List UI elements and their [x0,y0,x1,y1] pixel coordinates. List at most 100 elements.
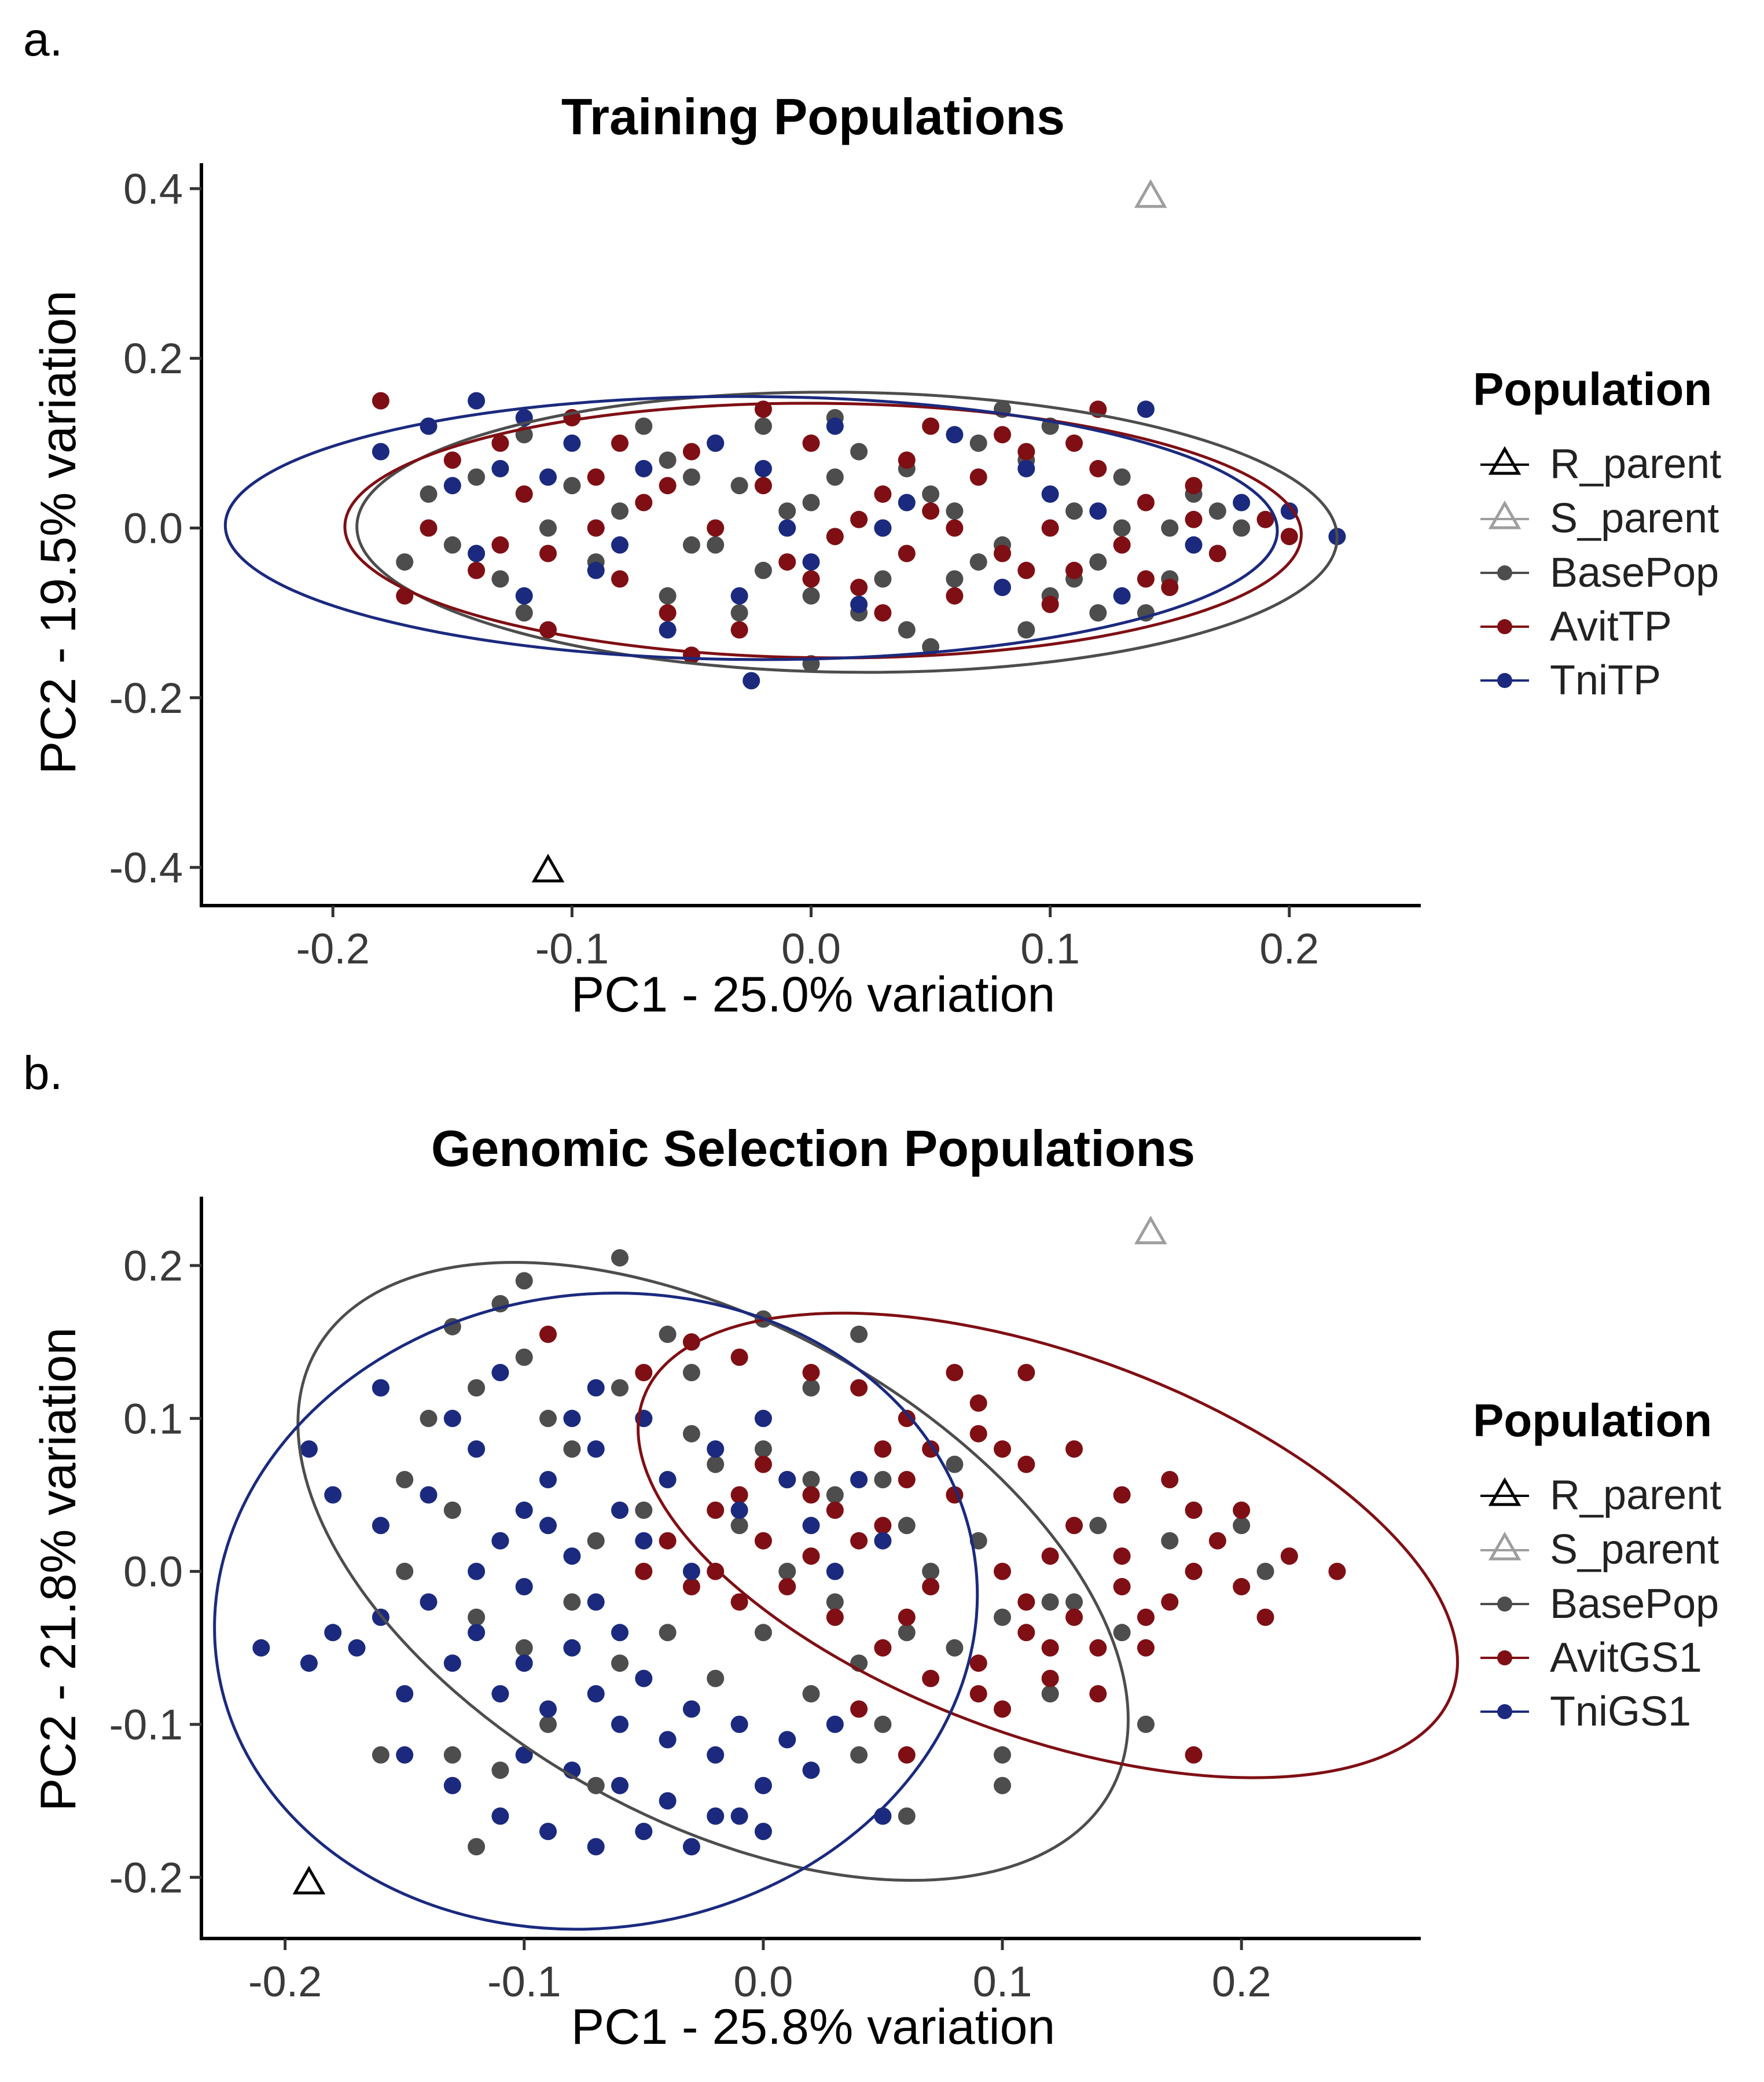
point-tnitp [707,434,725,452]
ellipse-basepop [355,391,1339,674]
point-tnigs1 [563,1410,581,1428]
point-tnigs1 [515,1746,533,1764]
point-tnigs1 [539,1517,557,1535]
point-basepop [802,1685,820,1703]
legend-dot-icon [1497,565,1512,580]
point-tnitp [1233,494,1251,512]
point-avittp [1137,570,1155,588]
panel-b-parents [292,1215,1167,1895]
point-tnigs1 [635,1823,653,1840]
point-basepop [491,1761,509,1779]
point-tnigs1 [754,1823,772,1840]
point-basepop [754,1624,772,1642]
point-basepop [1161,1532,1179,1550]
point-basepop [420,1410,438,1428]
point-avittp [1137,494,1155,512]
x-tick-label: -0.2 [296,925,370,973]
point-tnigs1 [611,1776,629,1794]
point-tnigs1 [539,1700,557,1718]
point-avittp [898,451,916,469]
point-tnigs1 [802,1761,820,1779]
point-basepop [969,434,987,452]
point-tnigs1 [826,1715,844,1733]
point-basepop [994,1608,1011,1626]
panel-a-title: Training Populations [561,88,1065,145]
point-tnigs1 [707,1746,725,1764]
point-basepop [898,1517,916,1535]
point-avitgs1 [969,1394,987,1412]
point-tnitp [1280,502,1298,520]
point-tnigs1 [468,1624,486,1642]
point-avittp [1041,595,1059,613]
point-avittp [946,519,964,537]
point-tnigs1 [539,1823,557,1840]
legend-triangle-icon [1488,1477,1522,1506]
point-basepop [1113,468,1131,486]
point-tnigs1 [659,1471,677,1488]
ellipse-basepop [296,1261,1130,1882]
point-tnigs1 [372,1517,389,1535]
point-basepop [730,477,748,495]
point-tnigs1 [635,1669,653,1687]
point-tnigs1 [252,1639,270,1657]
point-tnigs1 [539,1471,557,1488]
x-tick-label: 0.1 [1020,925,1080,973]
point-tnitp [850,595,868,613]
legend-key-avitgs1: AvitGS1 [1480,1635,1702,1681]
point-avittp [682,443,700,461]
point-basepop [1233,519,1251,537]
point-avitgs1 [1065,1440,1083,1458]
point-avittp [611,434,629,452]
point-basepop [1041,1593,1059,1611]
point-avitgs1 [1185,1746,1203,1764]
point-avitgs1 [1017,1455,1035,1473]
panel-a-label: a. [23,13,63,66]
point-avitgs1 [1233,1578,1251,1595]
point-basepop [826,1486,844,1504]
point-tnigs1 [730,1501,748,1519]
point-avittp [1161,579,1179,597]
point-tnigs1 [443,1654,461,1672]
x-tick-label: 0.0 [733,1958,793,2006]
point-avitgs1 [922,1669,940,1687]
point-avitgs1 [730,1348,748,1366]
legend-label-tnitp: TniTP [1550,657,1661,704]
point-basepop [1137,1715,1155,1733]
point-avittp [635,494,653,512]
point-avitgs1 [1017,1593,1035,1611]
legend-label-basepop: BasePop [1550,1581,1719,1627]
panel-b-title: Genomic Selection Populations [431,1120,1195,1177]
point-avitgs1 [539,1325,557,1343]
panel-b-legend-title: Population [1473,1395,1712,1446]
point-avitgs1 [1089,1685,1107,1703]
point-tnitp [515,587,533,605]
point-basepop [946,502,964,520]
point-basepop [707,536,725,554]
point-tnigs1 [874,1807,892,1825]
x-tick-label: -0.1 [535,925,609,973]
point-avitgs1 [1137,1608,1155,1626]
legend-dot-icon [1497,1597,1512,1612]
point-basepop [396,553,414,571]
point-avitgs1 [1161,1471,1179,1488]
point-tnitp [635,459,653,477]
point-tnigs1 [778,1731,796,1749]
point-basepop [659,451,677,469]
point-tnigs1 [659,1792,677,1810]
point-tnitp [372,443,389,461]
point-tnigs1 [730,1715,748,1733]
point-tnitp [730,587,748,605]
point-basepop [468,468,486,486]
panel-b-x-ticks: -0.2 -0.1 0.0 0.1 0.2 [248,1938,1271,2006]
point-basepop [1208,502,1226,520]
point-basepop [1089,1517,1107,1535]
point-tnitp [539,468,557,486]
point-tnigs1 [707,1807,725,1825]
point-avitgs1 [898,1471,916,1488]
x-tick-label: -0.2 [248,1958,322,2006]
point-tnigs1 [491,1807,509,1825]
point-basepop [563,1440,581,1458]
panel-a-y-axis-title: PC2 - 19.5% variation [31,290,86,775]
point-tnigs1 [802,1517,820,1535]
point-avittp [1017,443,1035,461]
